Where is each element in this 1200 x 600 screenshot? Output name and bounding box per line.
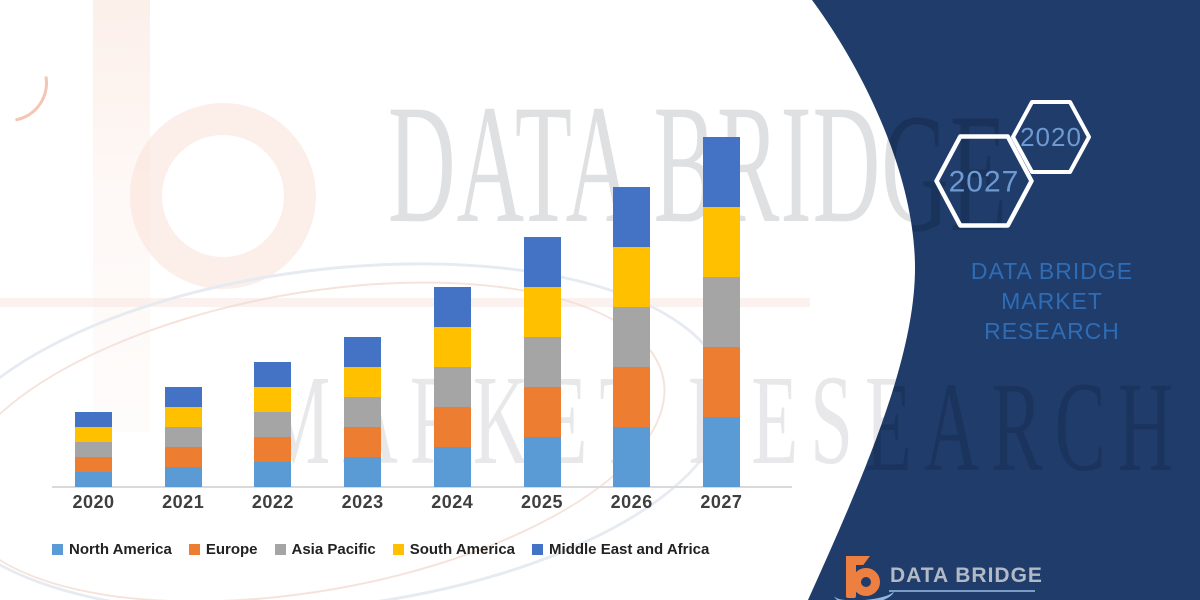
bar-segment-north-america xyxy=(702,417,740,487)
brand-b-bowl-icon xyxy=(852,568,880,596)
x-axis-line xyxy=(52,486,792,488)
x-label-2023: 2023 xyxy=(341,492,384,512)
panel-watermark-line2: MARKET RESEARCH xyxy=(262,356,1185,498)
legend-swatch-north-america xyxy=(52,544,63,555)
chart-legend: North America Europe Asia Pacific South Ame… xyxy=(52,541,709,558)
bar-2026 xyxy=(613,187,651,487)
bar-segment-middle-east-and-africa xyxy=(75,412,112,427)
bar-segment-middle-east-and-africa xyxy=(254,362,292,387)
hexagon-2020-label: 2020 xyxy=(1020,122,1082,152)
bar-2022 xyxy=(254,362,292,487)
bar-segment-asia-pacific xyxy=(433,367,471,407)
bar-2024 xyxy=(433,287,471,487)
bar-segment-europe xyxy=(433,407,471,447)
legend-label-europe: Europe xyxy=(205,541,258,558)
x-label-2027: 2027 xyxy=(700,492,743,512)
bar-segment-south-america xyxy=(75,427,112,442)
legend-swatch-asia-pacific xyxy=(274,544,286,555)
legend-label-asia-pacific: Asia Pacific xyxy=(291,541,376,558)
bar-segment-middle-east-and-africa xyxy=(433,287,471,327)
bar-segment-south-america xyxy=(613,247,651,307)
bar-segment-north-america xyxy=(254,462,292,487)
bar-segment-south-america xyxy=(702,207,740,277)
brand-b-flag-icon xyxy=(846,556,870,565)
x-label-2021: 2021 xyxy=(162,492,205,512)
bar-segment-south-america xyxy=(523,287,561,337)
bar-segment-asia-pacific xyxy=(702,277,740,347)
bar-2023 xyxy=(344,337,382,487)
bar-segment-north-america xyxy=(433,447,471,487)
bar-segment-north-america xyxy=(164,467,202,487)
bar-segment-middle-east-and-africa xyxy=(702,137,740,207)
bar-segment-north-america xyxy=(344,457,382,487)
bar-2025 xyxy=(523,237,561,487)
hexagon-2020 xyxy=(1011,100,1091,174)
legend-swatch-middle-east-and-africa xyxy=(532,544,544,555)
bar-2027 xyxy=(702,137,740,487)
legend-swatch-europe xyxy=(188,544,200,555)
panel-title: DATA BRIDGE MARKET RESEARCH xyxy=(930,256,1174,346)
legend-label-middle-east-and-africa: Middle East and Africa xyxy=(549,541,710,558)
bar-segment-asia-pacific xyxy=(75,442,112,457)
x-label-2024: 2024 xyxy=(431,492,474,512)
bar-segment-south-america xyxy=(433,327,471,367)
legend-swatch-south-america xyxy=(392,544,404,555)
bar-2021 xyxy=(164,387,202,487)
x-label-2025: 2025 xyxy=(520,492,564,512)
bar-segment-south-america xyxy=(254,387,292,412)
bar-segment-europe xyxy=(75,457,112,472)
legend-label-north-america: North America xyxy=(69,541,172,558)
hexagon-2027 xyxy=(934,134,1034,228)
bar-segment-europe xyxy=(702,347,740,417)
bar-segment-europe xyxy=(523,387,561,437)
legend-item-south-america: South America xyxy=(392,541,516,558)
panel-title-line1: DATA BRIDGE MARKET xyxy=(970,258,1134,314)
brand-underline xyxy=(889,590,1035,592)
bar-segment-middle-east-and-africa xyxy=(613,187,651,247)
bar-segment-asia-pacific xyxy=(344,397,382,427)
bar-segment-asia-pacific xyxy=(164,427,202,447)
x-label-2022: 2022 xyxy=(251,492,294,512)
legend-item-middle-east-and-africa: Middle East and Africa xyxy=(532,541,709,558)
bar-2020 xyxy=(75,412,112,487)
brand-b-icon xyxy=(846,556,856,598)
panel-title-line2: RESEARCH xyxy=(984,318,1120,344)
bar-segment-north-america xyxy=(75,472,112,487)
bar-segment-europe xyxy=(613,367,651,427)
legend-label-south-america: South America xyxy=(409,541,516,558)
bar-segment-middle-east-and-africa xyxy=(164,387,202,407)
legend-item-europe: Europe xyxy=(188,541,258,558)
brand-wordmark: DATA BRIDGE xyxy=(890,564,1043,587)
panel-watermark-line1: DATA BRIDGE xyxy=(388,79,1008,267)
bar-segment-north-america xyxy=(613,427,651,487)
watermark-pink-band xyxy=(0,298,810,307)
legend-item-north-america: North America xyxy=(52,541,172,558)
bar-segment-asia-pacific xyxy=(613,307,651,367)
x-label-2026: 2026 xyxy=(610,492,653,512)
hexagon-2027-label: 2027 xyxy=(949,166,1020,199)
bar-segment-europe xyxy=(344,427,382,457)
bar-segment-middle-east-and-africa xyxy=(344,337,382,367)
legend-item-asia-pacific: Asia Pacific xyxy=(274,541,376,558)
x-label-2020: 2020 xyxy=(72,492,115,512)
panel-background xyxy=(808,0,1200,600)
bar-segment-north-america xyxy=(523,437,561,487)
bar-segment-south-america xyxy=(344,367,382,397)
bar-segment-middle-east-and-africa xyxy=(523,237,561,287)
bar-segment-south-america xyxy=(164,407,202,427)
bar-segment-europe xyxy=(254,437,292,462)
bar-segment-asia-pacific xyxy=(254,412,292,437)
bar-segment-asia-pacific xyxy=(523,337,561,387)
bar-segment-europe xyxy=(164,447,202,467)
